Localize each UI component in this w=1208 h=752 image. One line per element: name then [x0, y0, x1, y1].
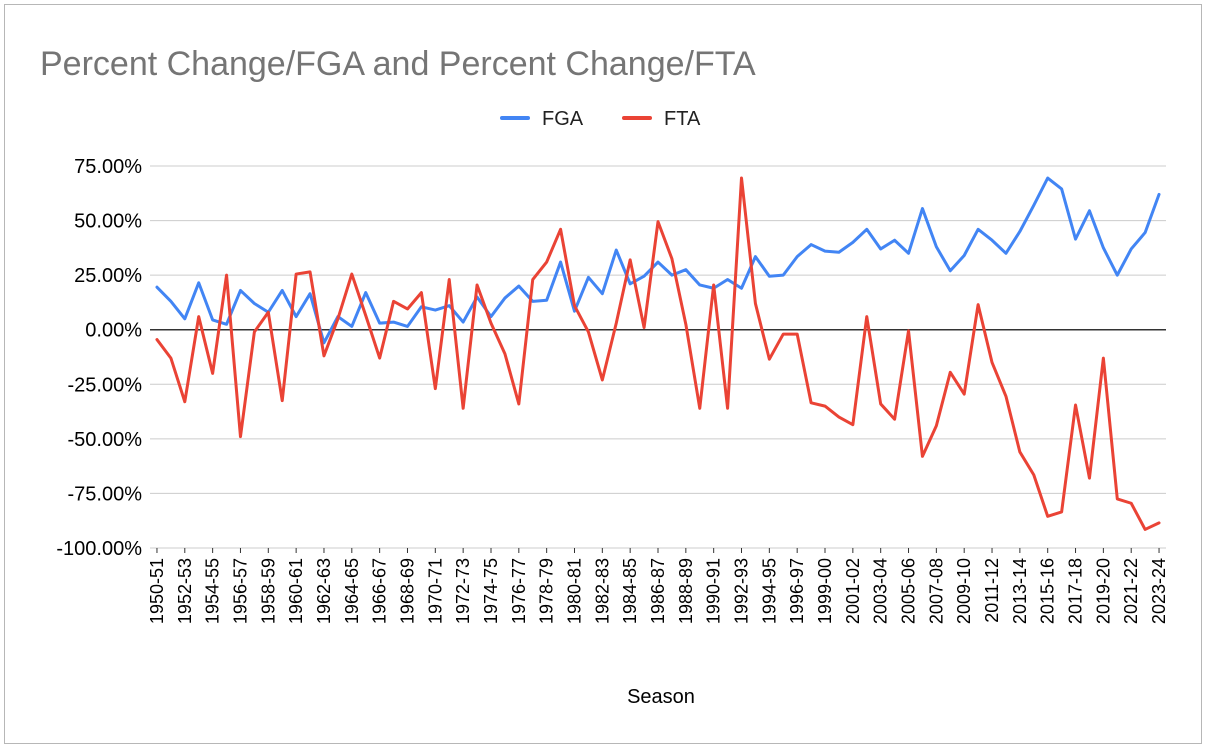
x-axis-title: Season	[627, 686, 695, 708]
series-line-fga[interactable]	[155, 176, 1161, 345]
x-tick-label: 1950-51	[147, 558, 167, 624]
x-tick-label: 1968-69	[397, 558, 417, 624]
legend-label-fta: FTA	[664, 108, 701, 130]
x-tick-label: 1992-93	[732, 558, 752, 624]
x-tick-label: 1988-89	[676, 558, 696, 624]
x-tick-label: 1964-65	[342, 558, 362, 624]
y-axis-ticks: -100.00% -75.00% -50.00% -25.00% 0.00% 25.00%…	[56, 156, 142, 560]
x-tick-label: 1999-00	[815, 558, 835, 624]
y-tick-label: -50.00%	[68, 429, 143, 451]
x-tick-label: 1952-53	[175, 558, 195, 624]
x-tick-label: 1976-77	[509, 558, 529, 624]
y-tick-label: 75.00%	[74, 156, 142, 178]
x-tick-label: 1962-63	[314, 558, 334, 624]
y-tick-label: -25.00%	[68, 374, 143, 396]
x-tick-label: 2021-22	[1121, 558, 1141, 624]
y-tick-label: -100.00%	[56, 538, 142, 560]
legend-item-fta[interactable]: FTA	[622, 108, 701, 130]
x-tick-label: 2005-06	[899, 558, 919, 624]
x-tick-label: 1980-81	[564, 558, 584, 624]
x-tick-label: 2001-02	[843, 558, 863, 624]
x-tick-label: 2023-24	[1149, 558, 1169, 624]
x-tick-label: 2003-04	[871, 558, 891, 624]
y-tick-label: 25.00%	[74, 265, 142, 287]
x-tick-label: 1970-71	[425, 558, 445, 624]
series-lines	[155, 176, 1161, 531]
legend-item-fga[interactable]: FGA	[500, 108, 584, 130]
x-axis-ticks: 1950-51 1952-53 1954-55 1956-57 1958-59 1960-…	[147, 548, 1169, 624]
x-tick-label: 1954-55	[203, 558, 223, 624]
y-tick-label: 50.00%	[74, 211, 142, 233]
x-tick-label: 1960-61	[286, 558, 306, 624]
chart-title: Percent Change/FGA and Percent Change/FT…	[40, 45, 756, 83]
x-tick-label: 1956-57	[230, 558, 250, 624]
x-tick-label: 1974-75	[481, 558, 501, 624]
x-tick-label: 1972-73	[453, 558, 473, 624]
x-tick-label: 1990-91	[704, 558, 724, 624]
y-tick-label: 0.00%	[85, 320, 142, 342]
x-tick-label: 1958-59	[258, 558, 278, 624]
x-tick-label: 1966-67	[370, 558, 390, 624]
legend-label-fga: FGA	[542, 108, 584, 130]
x-tick-label: 1994-95	[759, 558, 779, 624]
x-tick-label: 2007-08	[926, 558, 946, 624]
x-tick-label: 2009-10	[954, 558, 974, 624]
x-tick-label: 1996-97	[787, 558, 807, 624]
x-tick-label: 1986-87	[648, 558, 668, 624]
x-tick-label: 2017-18	[1066, 558, 1086, 624]
x-tick-label: 1978-79	[537, 558, 557, 624]
x-tick-label: 2011-12	[982, 558, 1002, 623]
series-line-fta[interactable]	[155, 176, 1161, 531]
legend[interactable]: FGA FTA	[500, 108, 701, 130]
x-tick-label: 1982-83	[592, 558, 612, 624]
x-tick-label: 2019-20	[1093, 558, 1113, 624]
y-tick-label: -75.00%	[68, 483, 143, 505]
x-tick-label: 2015-16	[1038, 558, 1058, 624]
x-tick-label: 1984-85	[620, 558, 640, 624]
x-tick-label: 2013-14	[1010, 558, 1030, 624]
